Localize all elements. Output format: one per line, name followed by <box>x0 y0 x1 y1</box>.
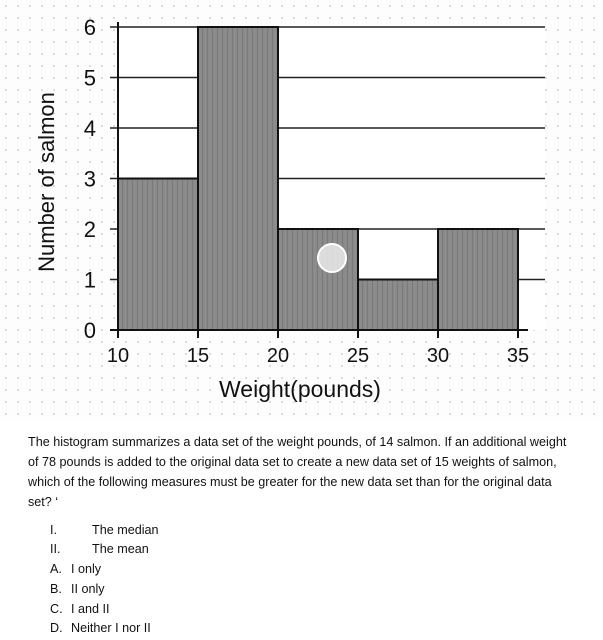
y-tick-label: 3 <box>84 167 96 192</box>
histogram-bar <box>197 26 279 331</box>
choice-letter: C. <box>50 601 63 616</box>
y-tick-label: 6 <box>84 15 96 40</box>
y-tick-label: 2 <box>84 217 96 242</box>
y-tick-label: 4 <box>84 116 96 141</box>
histogram-chart: 10 15 20 25 30 35 0 1 2 3 4 5 6 Weight(pounds) Number … <box>34 15 545 402</box>
histogram-area: 10 15 20 25 30 35 0 1 2 3 4 5 6 Weight(pounds) Number … <box>0 0 603 420</box>
x-tick-label: 20 <box>267 345 289 367</box>
choice-letter: A. <box>50 562 62 576</box>
choice-text: II only <box>71 581 105 596</box>
answer-choices: A. I only B. II only C. I and II D. Neither … <box>50 560 151 639</box>
x-tick-label: 15 <box>187 345 209 367</box>
cursor-indicator <box>317 243 347 273</box>
answer-choice-a[interactable]: A. I only <box>50 560 151 580</box>
statement-list: I. The median II. The mean <box>50 521 159 559</box>
statement-number: I. <box>50 523 57 537</box>
choice-text: Neither I nor II <box>71 621 151 636</box>
choice-text: I and II <box>71 601 110 616</box>
x-tick-label: 10 <box>107 345 129 367</box>
statement-item: I. The median <box>50 521 159 540</box>
answer-choice-d[interactable]: D. Neither I nor II <box>50 619 151 639</box>
x-tick-label: 30 <box>427 345 449 367</box>
question-text: The histogram summarizes a data set of t… <box>28 435 567 509</box>
x-tick-label: 35 <box>507 345 529 367</box>
statement-text: The mean <box>92 542 149 556</box>
y-tick-label: 0 <box>84 318 96 343</box>
choice-letter: B. <box>50 581 62 596</box>
histogram-bar <box>277 228 359 331</box>
histogram-bar <box>437 228 519 331</box>
answer-choice-b[interactable]: B. II only <box>50 580 151 600</box>
choice-text: I only <box>71 562 102 576</box>
y-axis-title: Number of salmon <box>34 92 59 272</box>
choice-letter: D. <box>50 621 63 636</box>
answer-choice-c[interactable]: C. I and II <box>50 600 151 620</box>
y-tick-label: 1 <box>84 268 96 293</box>
statement-number: II. <box>50 542 61 556</box>
y-tick-label: 5 <box>84 66 96 91</box>
x-axis-title: Weight(pounds) <box>219 376 381 402</box>
statement-item: II. The mean <box>50 540 159 559</box>
x-tick-label: 25 <box>347 345 369 367</box>
histogram-bar <box>117 177 199 331</box>
statement-text: The median <box>92 523 159 537</box>
histogram-bar <box>357 278 439 331</box>
